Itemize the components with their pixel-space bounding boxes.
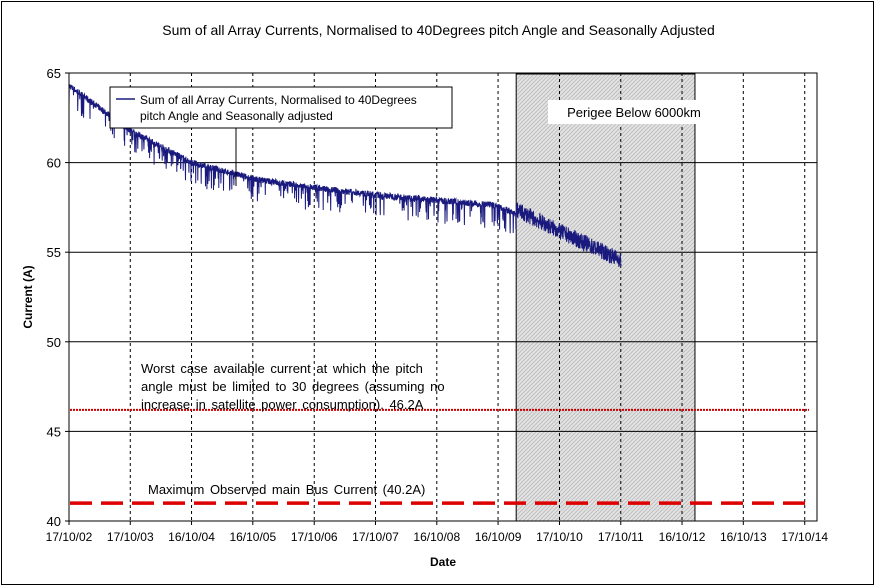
y-tick-label: 60: [47, 156, 61, 171]
data-point: [129, 129, 132, 132]
data-point: [313, 186, 316, 189]
x-tick-label: 16/10/09: [475, 530, 522, 544]
x-tick-label: 16/10/13: [720, 530, 767, 544]
data-point: [436, 199, 438, 201]
y-tick-label: 65: [47, 66, 61, 81]
x-tick-label: 16/10/08: [413, 530, 460, 544]
legend-box: [109, 86, 453, 129]
x-tick-label: 17/10/03: [107, 530, 154, 544]
shaded-region-label: Perigee Below 6000km: [567, 105, 701, 120]
data-series-line: [69, 84, 622, 268]
y-tick-label: 45: [47, 424, 61, 439]
x-tick-label: 16/10/12: [659, 530, 706, 544]
data-point: [374, 194, 377, 196]
y-tick-label: 40: [47, 514, 61, 529]
y-axis-label: Current (A): [21, 265, 35, 328]
data-point: [252, 177, 254, 180]
legend-label: Sum of all Array Currents, Normalised to…: [140, 93, 420, 123]
x-axis-label: Date: [430, 555, 456, 569]
x-tick-label: 17/10/14: [781, 530, 828, 544]
plot-border: [68, 72, 818, 522]
x-tick-label: 16/10/04: [168, 530, 215, 544]
y-tick-label: 55: [47, 245, 61, 260]
legend: Sum of all Array Currents, Normalised to…: [109, 86, 453, 186]
x-tick-label: 17/10/11: [598, 530, 644, 544]
shaded-region-label-box: [548, 100, 720, 124]
x-tick-label: 17/10/06: [291, 530, 338, 544]
data-point: [558, 235, 561, 237]
x-tick-label: 16/10/05: [229, 530, 276, 544]
max-bus-current-label: Maximum Observed main Bus Current (40.2A…: [148, 482, 425, 497]
shaded-region: [515, 73, 696, 522]
plot-area: [69, 73, 817, 521]
chart-title: Sum of all Array Currents, Normalised to…: [162, 22, 715, 38]
y-tick-label: 50: [47, 335, 61, 350]
x-tick-label: 17/10/02: [46, 530, 93, 544]
data-point: [497, 204, 499, 207]
x-tick-label: 17/10/10: [536, 530, 583, 544]
data-point: [190, 161, 193, 164]
worst-case-label: Worst case available current at which th…: [141, 361, 450, 412]
x-tick-label: 17/10/07: [352, 530, 399, 544]
data-point: [620, 263, 622, 266]
